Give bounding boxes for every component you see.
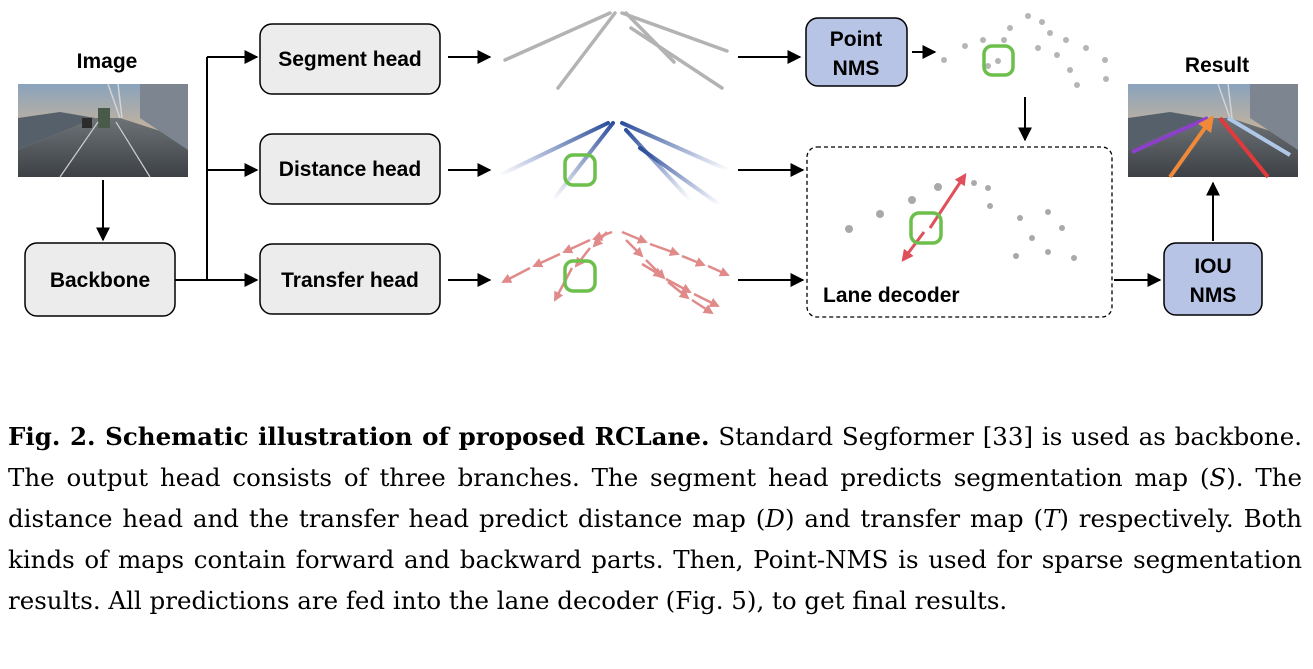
point-nms-box xyxy=(805,17,908,87)
transfer-highlight-box xyxy=(563,259,597,293)
caption-text-3: ) and transfer map ( xyxy=(784,504,1043,533)
pipeline-diagram: Image Backbone Segment head Distance hea… xyxy=(18,11,1298,318)
lane-decoder-label: Lane decoder xyxy=(823,284,960,307)
caption-var-t: T xyxy=(1043,504,1060,533)
point-nms-label-line1: Point xyxy=(830,28,883,51)
segmentation-map xyxy=(503,11,729,90)
input-road-image xyxy=(18,83,188,178)
caption-text-4: ) respectively. Both kinds of maps conta… xyxy=(8,504,1302,615)
distance-head-label: Distance head xyxy=(279,158,421,181)
decoder-points xyxy=(845,180,1077,261)
distance-highlight-box xyxy=(563,153,597,187)
backbone-label: Backbone xyxy=(50,269,150,292)
caption-text-1: Standard Segformer [33] is used as backb… xyxy=(8,422,1302,492)
result-label: Result xyxy=(1185,54,1249,77)
distance-map xyxy=(498,121,730,207)
result-road-image xyxy=(1128,83,1298,179)
segment-head-box xyxy=(259,23,441,95)
decoder-highlight-box xyxy=(909,211,943,245)
decoder-lane-arrows xyxy=(901,172,967,262)
iou-nms-label-line2: NMS xyxy=(1190,284,1237,307)
sparse-points xyxy=(941,13,1109,88)
iou-nms-box xyxy=(1163,242,1263,316)
iou-nms-label-line1: IOU xyxy=(1194,255,1231,278)
image-label: Image xyxy=(77,50,138,73)
transfer-head-label: Transfer head xyxy=(281,269,419,292)
figure-caption: Fig. 2. Schematic illustration of propos… xyxy=(8,416,1302,621)
point-highlight-box xyxy=(982,44,1015,77)
caption-fig-label: Fig. 2. Schematic illustration of propos… xyxy=(8,422,710,451)
transfer-head-box xyxy=(259,243,441,315)
transfer-map xyxy=(501,230,730,315)
point-nms-label-line2: NMS xyxy=(833,57,880,80)
caption-text-2: ). The distance head and the transfer he… xyxy=(8,463,1302,533)
segment-head-label: Segment head xyxy=(278,48,422,71)
distance-head-box xyxy=(259,133,441,205)
caption-var-s: S xyxy=(1209,463,1227,492)
caption-var-d: D xyxy=(765,504,785,533)
lane-decoder-box xyxy=(806,146,1113,318)
